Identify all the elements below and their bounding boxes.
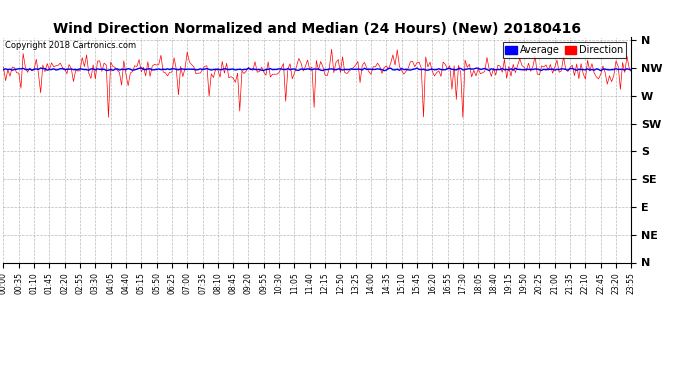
Title: Wind Direction Normalized and Median (24 Hours) (New) 20180416: Wind Direction Normalized and Median (24… <box>53 22 582 36</box>
Legend: Average, Direction: Average, Direction <box>502 42 627 58</box>
Text: Copyright 2018 Cartronics.com: Copyright 2018 Cartronics.com <box>5 41 136 50</box>
